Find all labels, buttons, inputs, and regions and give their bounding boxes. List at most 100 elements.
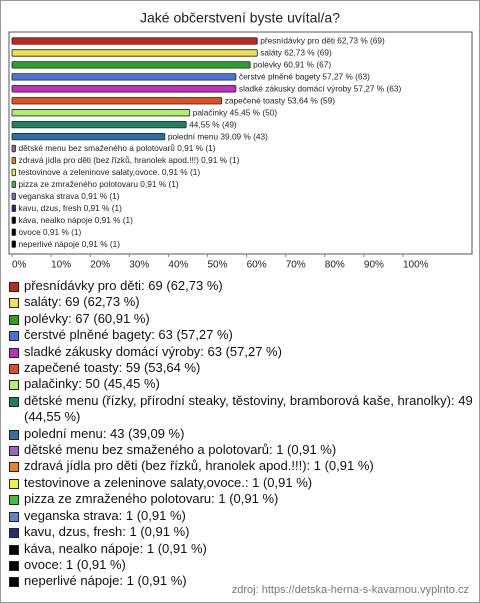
legend-item: saláty: 69 (62,73 %) — [9, 294, 475, 310]
bar-label: polední menu 39,09 % (43) — [168, 131, 268, 141]
legend-swatch — [9, 282, 19, 292]
bar-label: veganska strava 0,91 % (1) — [19, 191, 120, 201]
bar — [11, 216, 16, 224]
legend-swatch — [9, 298, 19, 309]
bar — [11, 168, 16, 177]
legend-swatch — [9, 429, 19, 440]
x-tick-label: 50% — [208, 260, 228, 271]
legend-item: zdravá jídla pro děti (bez řízků, hranol… — [9, 458, 475, 474]
source: zdroj: https://detska-herna-s-kavarnou.v… — [231, 584, 469, 596]
x-tick-label: 0% — [12, 260, 27, 271]
bar-label: palačinky 45,45 % (50) — [193, 107, 278, 117]
legend-item: sladké zákusky domácí výroby: 63 (57,27 … — [9, 344, 475, 360]
bar — [11, 121, 187, 129]
legend-swatch — [9, 380, 19, 391]
legend-label: dětské menu bez smaženého a polotovarů: … — [24, 442, 337, 458]
bar-label: 44,55 % (49) — [189, 119, 237, 129]
bar — [11, 73, 237, 81]
legend-label: polední menu: 43 (39,09 %) — [24, 425, 185, 441]
chart-title: Jaké občerstvení byste uvítal/a? — [140, 10, 340, 26]
bar — [11, 37, 258, 45]
legend: přesnídávky pro děti: 69 (62,73 %) saláty… — [9, 278, 475, 590]
x-tick-label: 30% — [129, 260, 149, 271]
bar — [11, 156, 16, 165]
x-tick-label: 20% — [90, 260, 110, 271]
x-tick-label: 70% — [286, 260, 306, 271]
legend-swatch — [9, 396, 19, 407]
legend-item: čerstvé plněné bagety: 63 (57,27 %) — [9, 327, 475, 343]
bar-label: neperlivé nápoje 0,91 % (1) — [19, 239, 121, 249]
legend-label: saláty: 69 (62,73 %) — [24, 294, 140, 310]
legend-item: kavu, dzus, fresh: 1 (0,91 %) — [9, 524, 475, 540]
bar — [11, 49, 258, 57]
legend-item: ovoce: 1 (0,91 %) — [9, 557, 475, 573]
bar — [11, 85, 237, 93]
x-tick-label: 10% — [51, 260, 71, 271]
bar-label: zdravá jídla pro děti (bez řízků, hranol… — [19, 155, 240, 165]
legend-label: ovoce: 1 (0,91 %) — [24, 556, 126, 572]
x-tick-label: 60% — [247, 260, 267, 271]
legend-swatch — [9, 446, 19, 457]
x-tick-label: 40% — [168, 260, 188, 271]
legend-label: veganska strava: 1 (0,91 %) — [24, 507, 186, 523]
plot-frame — [8, 31, 473, 255]
legend-label: čerstvé plněné bagety: 63 (57,27 %) — [24, 327, 233, 343]
bar-label: zapečené toasty 53,64 % (59) — [225, 95, 335, 105]
bar-label: čerstvé plněné bagety 57,27 % (63) — [239, 72, 370, 82]
bar-label: testovinove a zeleninove salaty,ovoce. 0… — [19, 167, 201, 177]
legend-label: testovinove a zeleninove salaty,ovoce.: … — [24, 474, 313, 490]
bar — [11, 144, 16, 153]
bar-label: přesnídávky pro děti 62,73 % (69) — [260, 36, 385, 46]
legend-swatch — [9, 577, 19, 588]
legend-item: pizza ze zmraženého polotovaru: 1 (0,91 … — [9, 491, 475, 507]
bar-label: saláty 62,73 % (69) — [260, 48, 332, 58]
legend-label: kavu, dzus, fresh: 1 (0,91 %) — [24, 524, 190, 540]
bar — [11, 204, 16, 212]
legend-label: neperlivé nápoje: 1 (0,91 %) — [24, 573, 187, 589]
bar-label: dětské menu bez smaženého a polotovarů 0… — [19, 143, 216, 153]
bar-label: ovoce 0,91 % (1) — [19, 227, 82, 237]
bar-label: kavu, dzus, fresh 0,91 % (1) — [19, 203, 123, 213]
legend-label: palačinky: 50 (45,45 %) — [24, 376, 160, 392]
bar — [11, 61, 251, 69]
legend-item: zapečené toasty: 59 (53,64 %) — [9, 360, 475, 376]
legend-swatch — [9, 478, 19, 489]
legend-label: sladké zákusky domácí výroby: 63 (57,27 … — [24, 343, 282, 359]
bar — [11, 192, 16, 201]
bar-label: sladké zákusky domácí výroby 57,27 % (63… — [239, 83, 402, 93]
x-tick-label: 100% — [403, 260, 429, 271]
chart: Jaké občerstvení byste uvítal/a? 0% 10% 20… — [8, 10, 473, 271]
legend-item: káva, nealko nápoje: 1 (0,91 %) — [9, 541, 475, 557]
legend-item: polévky: 67 (60,91 %) — [9, 311, 475, 327]
legend-swatch — [9, 511, 19, 522]
legend-swatch — [9, 544, 19, 555]
legend-label: přesnídávky pro děti: 69 (62,73 %) — [24, 278, 223, 293]
bar — [11, 97, 223, 105]
x-tick-label: 90% — [364, 260, 384, 271]
bar — [11, 228, 16, 236]
legend-item: dětské menu bez smaženého a polotovarů: … — [9, 442, 475, 458]
bar — [11, 180, 16, 189]
bar — [11, 109, 191, 117]
legend-swatch — [9, 462, 19, 473]
legend-swatch — [9, 528, 19, 539]
legend-swatch — [9, 331, 19, 342]
legend-item: veganska strava: 1 (0,91 %) — [9, 508, 475, 524]
legend-label: káva, nealko nápoje: 1 (0,91 %) — [24, 540, 207, 556]
legend-label: pizza ze zmraženého polotovaru: 1 (0,91 … — [24, 491, 279, 507]
legend-label: zdravá jídla pro děti (bez řízků, hranol… — [24, 458, 374, 474]
legend-swatch — [9, 347, 19, 358]
legend-item: dětské menu (řízky, přírodní steaky, těs… — [9, 393, 475, 426]
legend-swatch — [9, 314, 19, 325]
bar — [11, 240, 16, 248]
legend-item: neperlivé nápoje: 1 (0,91 %) — [9, 573, 475, 589]
legend-swatch — [9, 560, 19, 571]
bar-label: pizza ze zmraženého polotovaru 0,91 % (1… — [19, 179, 179, 189]
legend-item: testovinove a zeleninove salaty,ovoce.: … — [9, 475, 475, 491]
legend-label: dětské menu (řízky, přírodní steaky, těs… — [24, 392, 473, 425]
bar-label: polévky 60,91 % (67) — [253, 60, 331, 70]
legend-label: zapečené toasty: 59 (53,64 %) — [24, 360, 201, 376]
legend-item: přesnídávky pro děti: 69 (62,73 %) — [9, 278, 475, 294]
legend-swatch — [9, 495, 19, 506]
